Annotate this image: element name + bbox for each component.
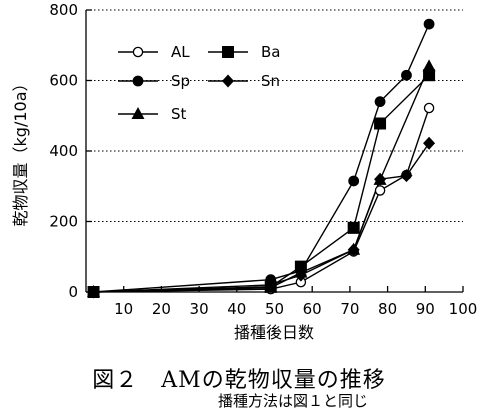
data-point-al	[374, 185, 386, 196]
series-line-sn	[93, 142, 430, 293]
legend-marker	[222, 74, 234, 88]
data-point-sp	[348, 175, 360, 187]
y-tick-label: 800	[49, 1, 78, 19]
series-line-st	[93, 66, 430, 293]
x-tick-label: 80	[378, 300, 397, 318]
legend-marker	[222, 46, 234, 58]
x-tick-label: 100	[449, 300, 478, 318]
x-tick-label: 70	[340, 300, 359, 318]
data-point-sn	[400, 169, 413, 183]
legend-item-sn: Sn	[208, 72, 280, 90]
data-point-sp	[423, 18, 435, 30]
legend-item-sp: Sp	[118, 72, 190, 90]
figure-caption-note: 播種方法は図１と同じ	[218, 392, 369, 410]
series-line-sp	[93, 23, 430, 293]
y-tick-label: 0	[68, 283, 78, 301]
x-tick-label: 10	[114, 300, 133, 318]
data-point-sn	[423, 136, 436, 150]
x-tick-label: 50	[265, 300, 284, 318]
legend-item-al: AL	[118, 43, 190, 61]
data-point-st	[87, 285, 101, 297]
data-point-ba	[423, 69, 436, 82]
data-point-st	[347, 242, 361, 255]
data-point-st	[373, 172, 387, 185]
tick-labels: 0 200 400 600 800 10 20 30 40 50 60 70 80 90 100	[49, 1, 477, 318]
x-axis-title: 播種後日数	[234, 323, 314, 342]
legend-item-ba: Ba	[208, 43, 280, 61]
legend-marker	[131, 107, 145, 119]
legend-label: St	[171, 105, 187, 123]
data-point-st	[422, 59, 436, 72]
legend: AL Ba Sp Sn St	[118, 43, 280, 123]
data-point-al	[423, 102, 435, 114]
y-tick-label: 400	[49, 142, 78, 160]
x-tick-label: 20	[152, 300, 171, 318]
legend-marker	[132, 46, 144, 58]
legend-label: Sn	[261, 72, 280, 90]
x-tick-label: 40	[227, 300, 246, 318]
data-point-ba	[374, 117, 387, 130]
legend-marker	[132, 75, 144, 87]
legend-label: Sp	[171, 72, 190, 90]
y-tick-label: 600	[49, 72, 78, 90]
yield-chart: 0 200 400 600 800 10 20 30 40 50 60 70 80 90 100 AL Ba S…	[11, 1, 477, 342]
y-tick-label: 200	[49, 213, 78, 231]
data-point-ba	[347, 221, 360, 234]
x-tick-label: 30	[190, 300, 209, 318]
x-tick-label: 60	[303, 300, 322, 318]
legend-item-st: St	[118, 105, 187, 123]
data-point-st	[294, 265, 308, 278]
series-line-ba	[93, 74, 430, 293]
data-point-st	[264, 280, 278, 293]
series-layer	[87, 18, 436, 299]
data-point-sp	[374, 96, 386, 108]
x-tick-label: 90	[416, 300, 435, 318]
gridlines	[86, 9, 463, 222]
series-line-al	[93, 107, 430, 293]
figure-caption-title: 図２ AMの乾物収量の推移	[92, 368, 386, 393]
y-axis-title: 乾物収量（kg/10a）	[11, 76, 30, 227]
data-point-sp	[401, 69, 412, 81]
legend-label: Ba	[261, 43, 280, 61]
legend-label: AL	[171, 43, 190, 61]
